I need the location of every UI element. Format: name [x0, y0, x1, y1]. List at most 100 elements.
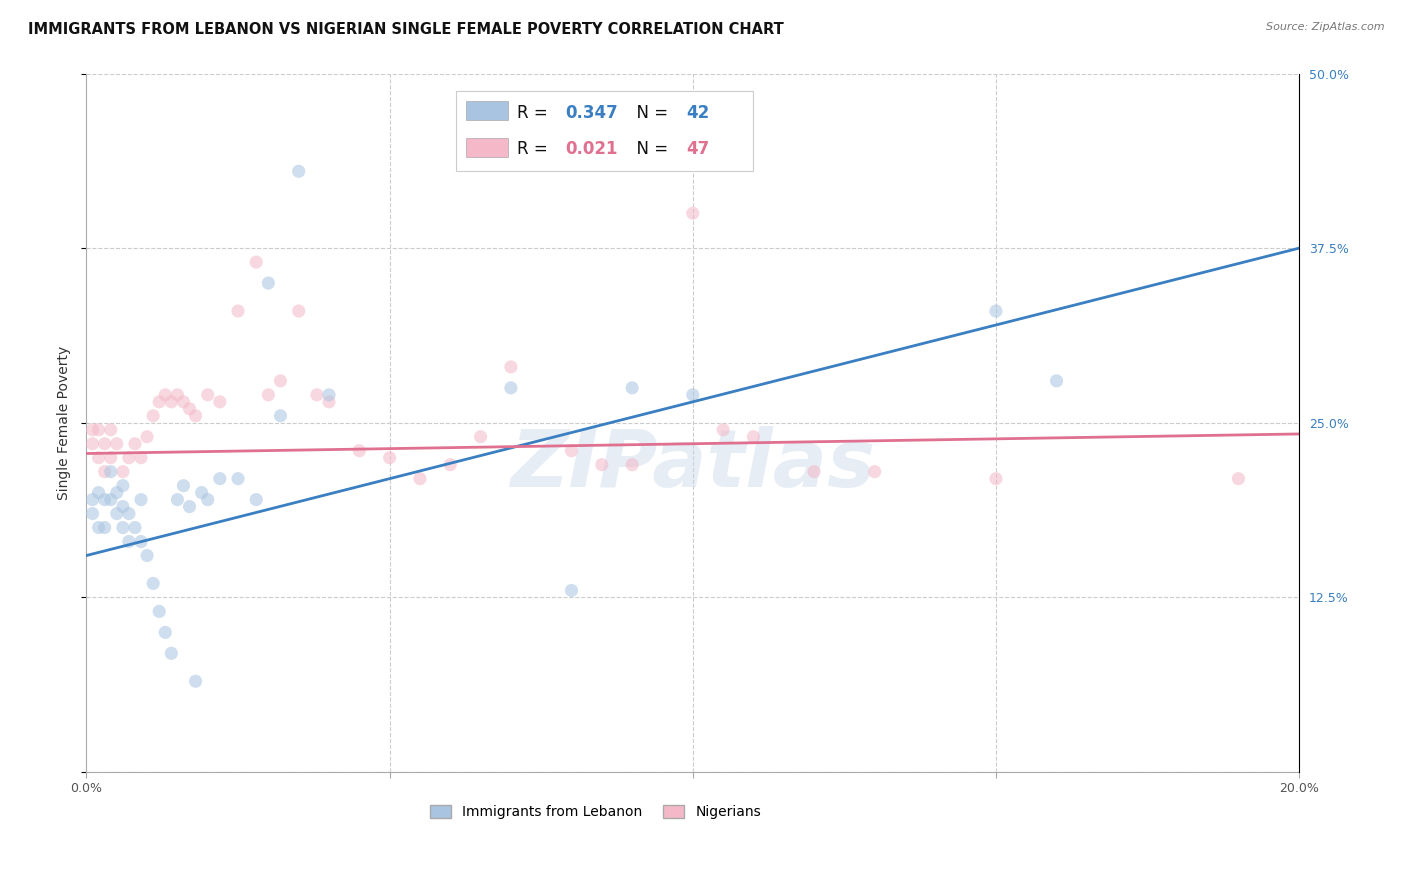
FancyBboxPatch shape	[465, 137, 509, 157]
Point	[984, 304, 1007, 318]
Point	[245, 492, 267, 507]
Point	[142, 409, 165, 423]
Point	[984, 472, 1007, 486]
Point	[124, 520, 146, 534]
Point	[111, 500, 134, 514]
Point	[160, 394, 183, 409]
Point	[82, 492, 104, 507]
Point	[226, 472, 249, 486]
Point	[93, 520, 115, 534]
Point	[682, 388, 704, 402]
Point	[208, 472, 231, 486]
Point	[124, 436, 146, 450]
Point	[499, 359, 522, 374]
Point	[136, 430, 159, 444]
Point	[87, 450, 110, 465]
Point	[142, 576, 165, 591]
Point	[93, 492, 115, 507]
Point	[682, 206, 704, 220]
Point	[118, 450, 141, 465]
Point	[378, 450, 401, 465]
Point	[184, 674, 207, 689]
Point	[269, 374, 291, 388]
Point	[208, 394, 231, 409]
Point	[100, 450, 122, 465]
Point	[136, 549, 159, 563]
Point	[439, 458, 461, 472]
Point	[1227, 472, 1250, 486]
Point	[287, 164, 309, 178]
Text: R =: R =	[517, 103, 553, 121]
Text: N =: N =	[626, 140, 673, 158]
Text: 0.021: 0.021	[565, 140, 619, 158]
Point	[111, 478, 134, 492]
Text: Source: ZipAtlas.com: Source: ZipAtlas.com	[1267, 22, 1385, 32]
Point	[166, 388, 188, 402]
Text: ZIPatlas: ZIPatlas	[510, 425, 876, 504]
Point	[100, 465, 122, 479]
Text: 47: 47	[686, 140, 710, 158]
Point	[129, 450, 152, 465]
FancyBboxPatch shape	[457, 91, 754, 171]
Point	[129, 492, 152, 507]
Text: 42: 42	[686, 103, 710, 121]
Point	[172, 478, 194, 492]
Point	[621, 381, 644, 395]
Point	[226, 304, 249, 318]
Point	[105, 485, 128, 500]
Text: N =: N =	[626, 103, 673, 121]
Point	[711, 423, 734, 437]
Point	[118, 534, 141, 549]
Point	[93, 436, 115, 450]
Point	[621, 458, 644, 472]
FancyBboxPatch shape	[465, 101, 509, 120]
Point	[560, 443, 582, 458]
Legend: Immigrants from Lebanon, Nigerians: Immigrants from Lebanon, Nigerians	[425, 799, 766, 824]
Point	[349, 443, 371, 458]
Y-axis label: Single Female Poverty: Single Female Poverty	[58, 346, 72, 500]
Point	[499, 381, 522, 395]
Point	[87, 423, 110, 437]
Point	[155, 388, 177, 402]
Point	[100, 423, 122, 437]
Point	[82, 436, 104, 450]
Point	[287, 304, 309, 318]
Point	[166, 492, 188, 507]
Point	[305, 388, 328, 402]
Point	[742, 430, 765, 444]
Point	[118, 507, 141, 521]
Point	[111, 520, 134, 534]
Point	[863, 465, 886, 479]
Point	[105, 436, 128, 450]
Point	[560, 583, 582, 598]
Point	[87, 520, 110, 534]
Point	[245, 255, 267, 269]
Point	[591, 458, 613, 472]
Point	[148, 394, 170, 409]
Point	[172, 394, 194, 409]
Point	[148, 604, 170, 618]
Text: 0.347: 0.347	[565, 103, 619, 121]
Point	[257, 276, 280, 290]
Point	[190, 485, 212, 500]
Point	[93, 465, 115, 479]
Point	[160, 646, 183, 660]
Point	[803, 465, 825, 479]
Point	[318, 394, 340, 409]
Point	[82, 423, 104, 437]
Point	[1045, 374, 1067, 388]
Point	[197, 492, 219, 507]
Point	[111, 465, 134, 479]
Point	[87, 485, 110, 500]
Point	[409, 472, 432, 486]
Point	[155, 625, 177, 640]
Point	[82, 507, 104, 521]
Point	[179, 401, 201, 416]
Point	[100, 492, 122, 507]
Text: IMMIGRANTS FROM LEBANON VS NIGERIAN SINGLE FEMALE POVERTY CORRELATION CHART: IMMIGRANTS FROM LEBANON VS NIGERIAN SING…	[28, 22, 785, 37]
Point	[179, 500, 201, 514]
Text: R =: R =	[517, 140, 553, 158]
Point	[470, 430, 492, 444]
Point	[129, 534, 152, 549]
Point	[318, 388, 340, 402]
